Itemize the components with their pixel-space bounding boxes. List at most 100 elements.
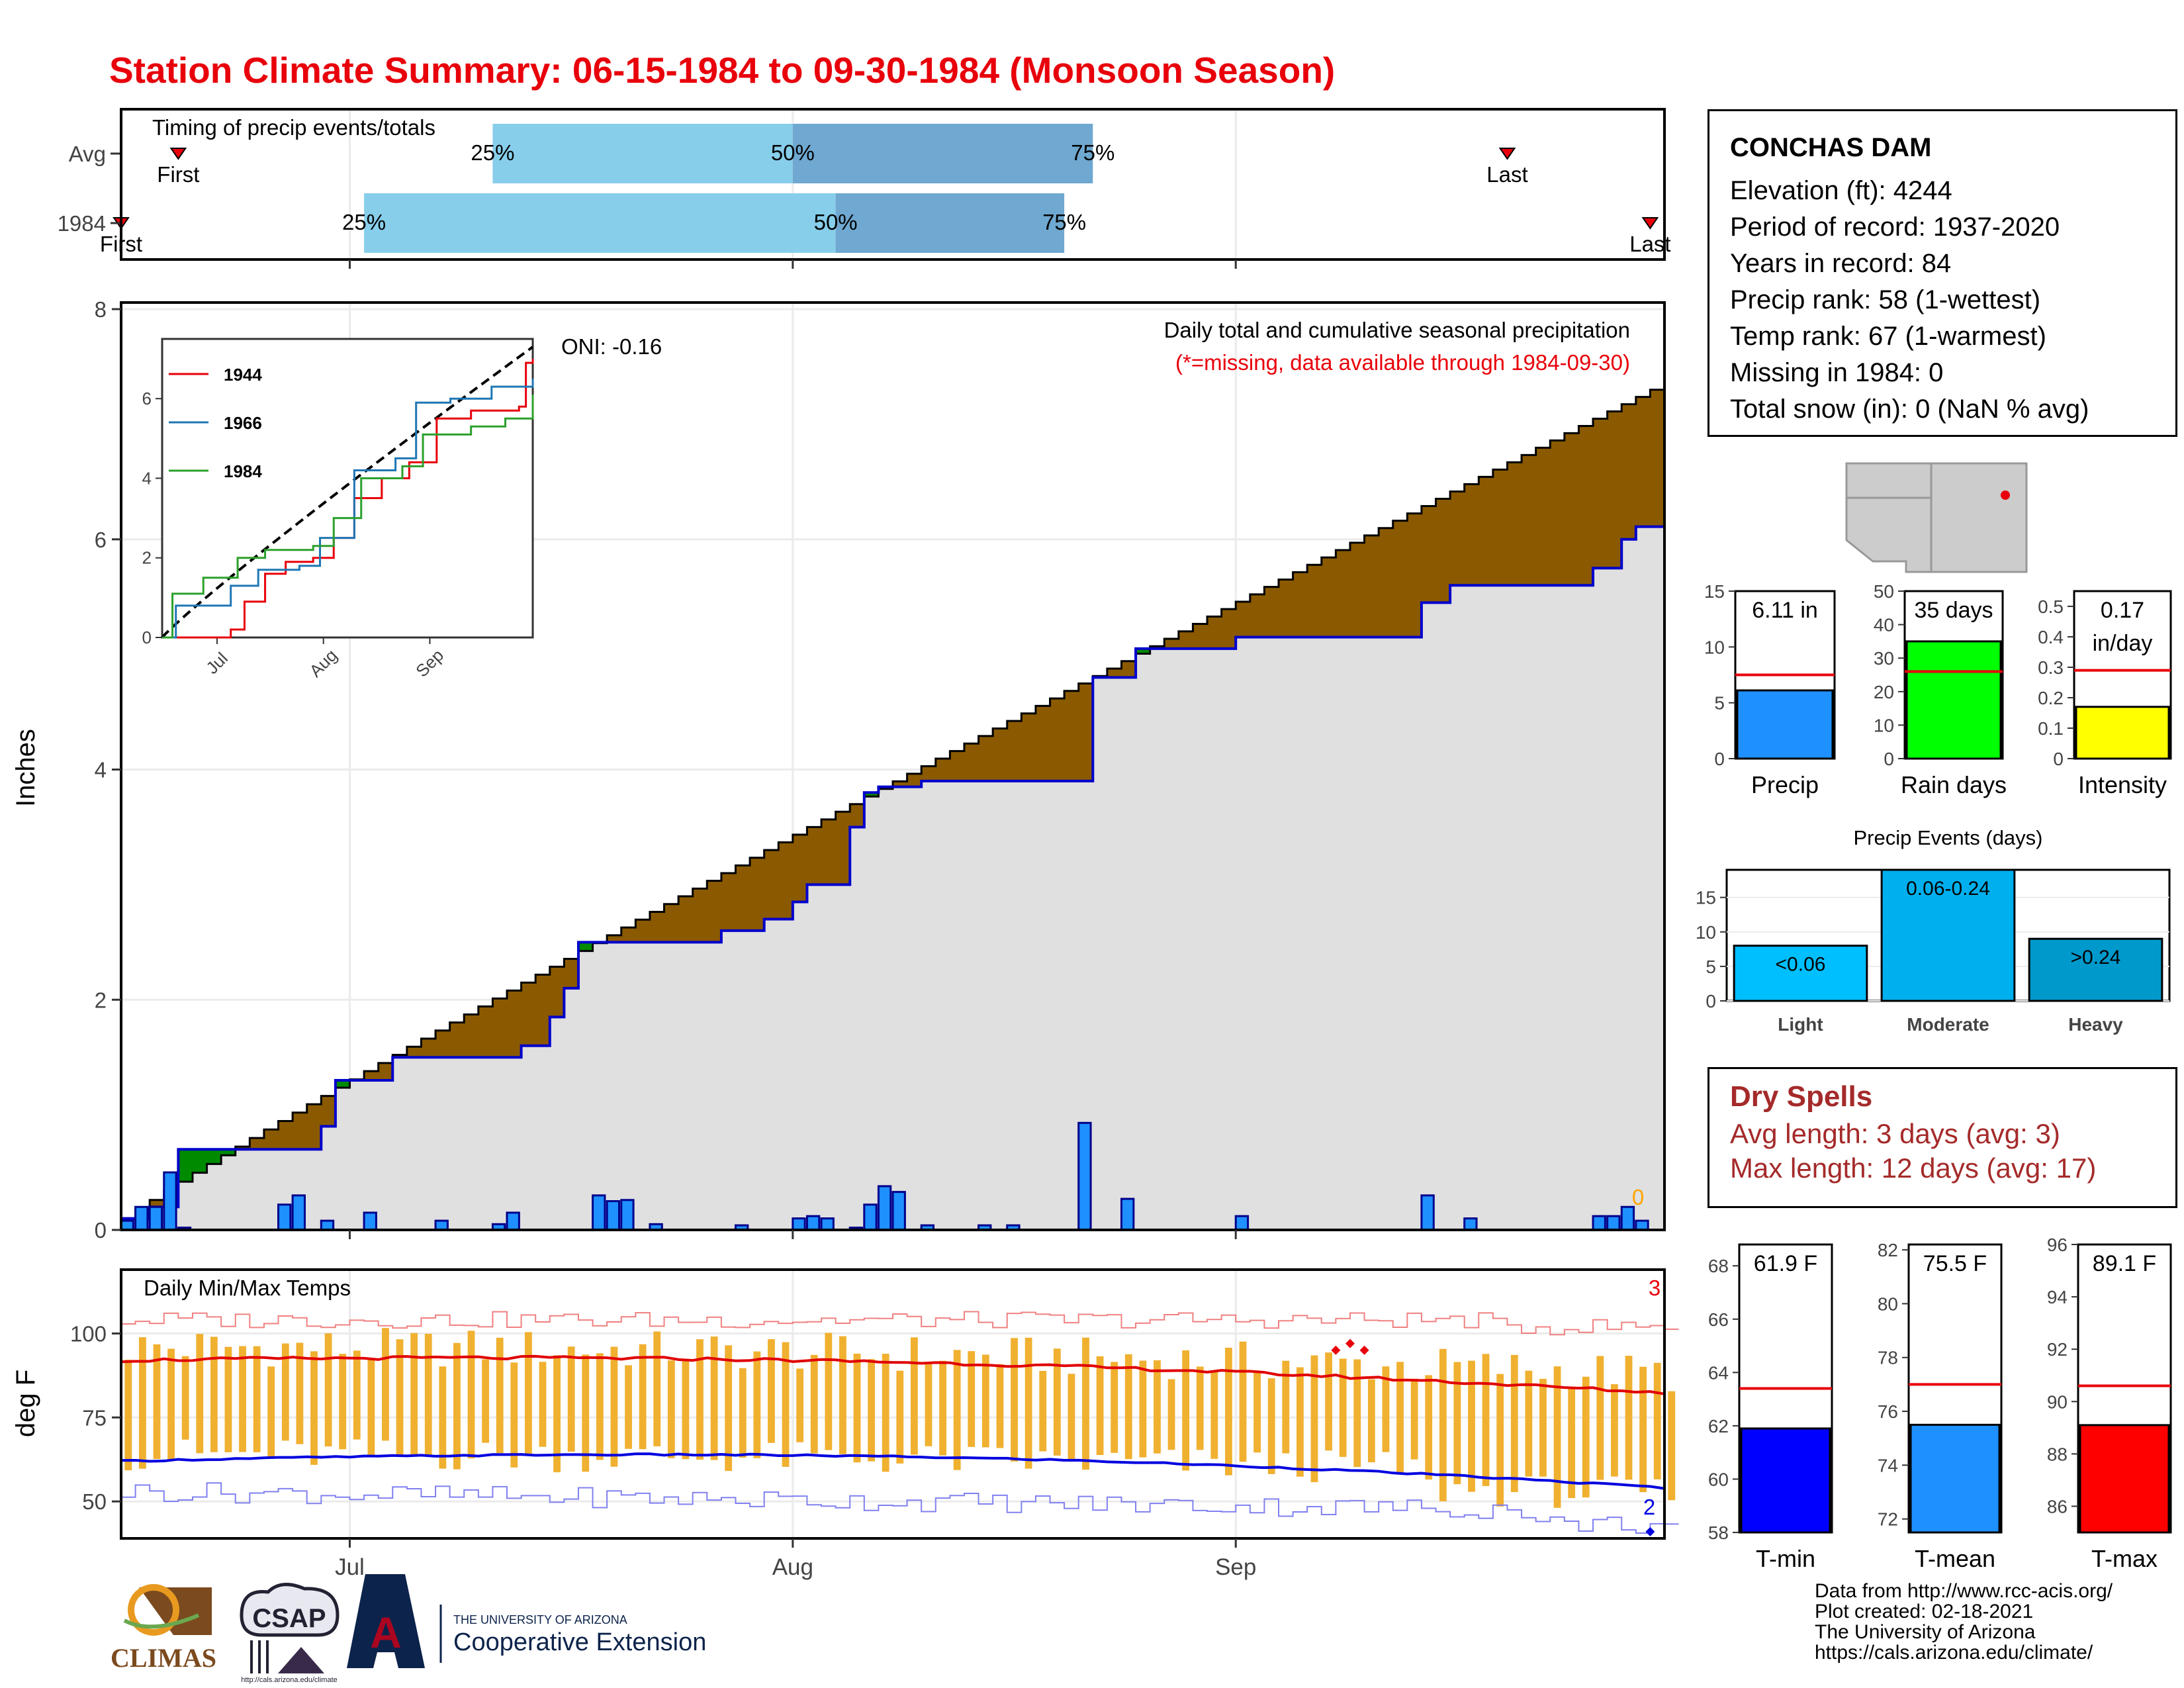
- rain-days-value-label: 35 days: [1914, 598, 1993, 623]
- station-missing: Missing in 1984: 0: [1730, 358, 1944, 387]
- climatology-fill: [1078, 780, 1093, 1230]
- climatology-fill: [764, 919, 779, 1230]
- daily-temp-bar: [768, 1338, 775, 1443]
- climatology-fill: [578, 951, 594, 1230]
- climatology-fill: [421, 1057, 436, 1230]
- intensity-value-label2: in/day: [2093, 631, 2153, 656]
- intensity-ytick-label: 0.2: [2038, 688, 2064, 708]
- events-bar-light: [1733, 945, 1868, 1002]
- inset-series-1966: [162, 379, 534, 639]
- daily-temp-bar: [1082, 1337, 1089, 1470]
- daily-temp-bar: [124, 1360, 132, 1471]
- deficit-area: [449, 1022, 465, 1058]
- tmean-summary-ytick-label: 76: [1878, 1401, 1898, 1422]
- daily-temp-bar: [868, 1359, 876, 1462]
- state-map-border: [1846, 463, 1933, 572]
- deficit-area: [1464, 484, 1479, 586]
- deficit-area: [235, 1147, 250, 1150]
- climatology-fill: [735, 930, 751, 1230]
- daily-temp-bar: [253, 1346, 261, 1452]
- climatology-fill: [1492, 585, 1508, 1230]
- climatology-fill: [1021, 780, 1036, 1230]
- deficit-area: [1121, 661, 1136, 678]
- intensity-ytick-label: 0.4: [2038, 627, 2064, 647]
- climatology-fill: [321, 1126, 336, 1230]
- tmin-summary-ytick-label: 58: [1708, 1523, 1729, 1543]
- climatology-fill: [635, 942, 651, 1230]
- station-years: Years in record: 84: [1730, 249, 1952, 278]
- tmean-summary-ytick-label: 80: [1878, 1293, 1898, 1314]
- state-map-region: [1845, 462, 2028, 573]
- timing-row-label: 1984: [58, 211, 106, 236]
- tmax-summary-bar: [2079, 1424, 2170, 1534]
- surplus-area: [178, 1149, 193, 1182]
- deficit-area: [263, 1129, 279, 1150]
- deficit-area: [1078, 683, 1093, 781]
- daily-temp-bar: [710, 1336, 718, 1460]
- daily-precip-bar: [805, 1215, 821, 1231]
- deficit-area: [978, 735, 993, 781]
- temp-xtick-label: Aug: [772, 1554, 813, 1580]
- csap-mountain-icon: [278, 1647, 324, 1673]
- surplus-area: [864, 792, 880, 797]
- climatology-fill: [1264, 637, 1279, 1230]
- deficit-area: [893, 781, 908, 787]
- daily-temp-bar: [467, 1331, 475, 1459]
- deficit-area: [1392, 520, 1408, 637]
- tmin-summary-ytick-label: 60: [1708, 1469, 1729, 1489]
- temp-title: Daily Min/Max Temps: [144, 1276, 351, 1300]
- daily-precip-bar: [1592, 1215, 1606, 1231]
- temp-xtick-label: Sep: [1215, 1554, 1256, 1580]
- tmean-summary-ytick-label: 78: [1878, 1348, 1898, 1368]
- tmax-summary-ytick-label: 88: [2047, 1444, 2068, 1464]
- climatology-fill: [1464, 585, 1479, 1230]
- deficit-area: [1522, 455, 1537, 586]
- deficit-area: [1607, 411, 1622, 569]
- intensity-ytick-label: 0.5: [2038, 596, 2064, 617]
- daily-temp-bar: [981, 1354, 989, 1448]
- deficit-area: [1635, 397, 1651, 527]
- climatology-fill: [964, 780, 979, 1230]
- climatology-fill: [1178, 648, 1194, 1230]
- credit-url: https://cals.arizona.edu/climate/: [1815, 1642, 2093, 1664]
- daily-temp-bar: [524, 1332, 532, 1454]
- csap-bars-icon: [250, 1640, 269, 1673]
- deficit-area: [964, 743, 979, 781]
- station-precip-rank: Precip rank: 58 (1-wettest): [1730, 285, 2041, 314]
- events-title: Precip Events (days): [1854, 826, 2043, 849]
- record-low-marker: [1645, 1526, 1655, 1536]
- deficit-area: [1164, 638, 1179, 649]
- deficit-area: [993, 728, 1008, 781]
- daily-temp-bar: [1111, 1362, 1118, 1453]
- daily-temp-bar: [725, 1345, 733, 1472]
- ua-logo-top-text: THE UNIVERSITY OF ARIZONA: [453, 1613, 627, 1626]
- climatology-fill: [1535, 585, 1551, 1230]
- deficit-area: [478, 1006, 494, 1058]
- daily-temp-bar: [210, 1336, 218, 1452]
- daily-temp-bar: [1096, 1356, 1104, 1456]
- daily-temp-bar: [582, 1354, 590, 1472]
- daily-precip-bar: [120, 1219, 134, 1231]
- climatology-fill: [1578, 585, 1594, 1230]
- daily-temp-bar: [1568, 1389, 1576, 1499]
- daily-temp-bar: [1367, 1379, 1375, 1462]
- deficit-area: [564, 959, 579, 988]
- daily-temp-bar: [196, 1334, 204, 1454]
- dry-spells-avg: Avg length: 3 days (avg: 3): [1730, 1118, 2060, 1149]
- temp-ytick-label: 100: [70, 1321, 107, 1346]
- timing-label-50: 50%: [814, 210, 858, 234]
- climatology-fill: [1635, 526, 1651, 1230]
- tmean-summary-ytick-label: 82: [1878, 1240, 1898, 1260]
- climatology-fill: [1479, 585, 1494, 1230]
- deficit-area: [1407, 513, 1422, 637]
- deficit-area: [1193, 624, 1208, 649]
- deficit-area: [721, 872, 737, 931]
- timing-label-75: 75%: [1071, 140, 1115, 165]
- inset-frame: [161, 338, 534, 639]
- csap-url-text: http://cals.arizona.edu/climate: [241, 1676, 338, 1684]
- tmax-summary-ytick-label: 96: [2047, 1235, 2068, 1255]
- daily-temp-bar: [567, 1346, 575, 1452]
- daily-temp-bar: [396, 1339, 404, 1456]
- daily-precip-bar: [877, 1185, 892, 1231]
